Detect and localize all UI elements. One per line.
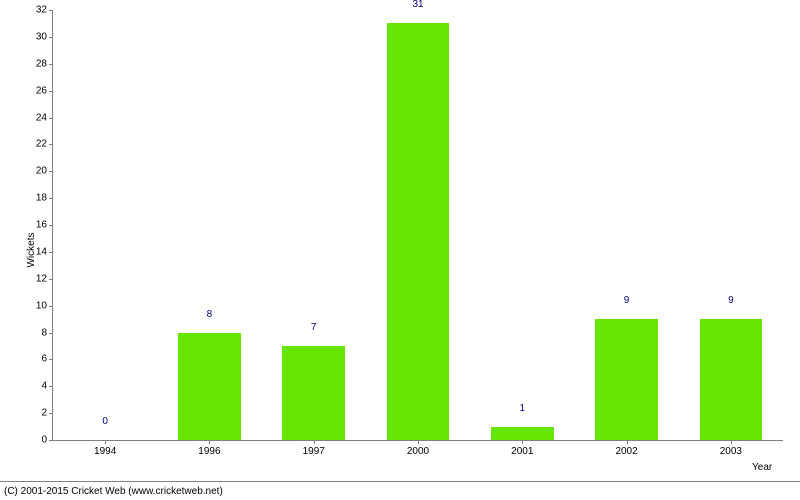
y-axis-title: Wickets <box>26 233 37 268</box>
plot-area: 0246810121416182022242628303219940199681… <box>52 10 783 441</box>
y-tick-label: 6 <box>41 354 53 365</box>
y-tick-label: 4 <box>41 381 53 392</box>
copyright-divider <box>0 481 800 482</box>
x-tick-label: 1994 <box>94 440 116 457</box>
bar-value-label: 8 <box>207 309 213 320</box>
y-tick-label: 22 <box>36 139 53 150</box>
y-tick-label: 20 <box>36 166 53 177</box>
y-tick-label: 2 <box>41 408 53 419</box>
x-tick-label: 2002 <box>615 440 637 457</box>
y-tick-label: 16 <box>36 220 53 231</box>
x-tick-label: 2001 <box>511 440 533 457</box>
bar <box>387 23 450 440</box>
y-tick-label: 8 <box>41 327 53 338</box>
bar-value-label: 9 <box>624 295 630 306</box>
x-tick-label: 2003 <box>720 440 742 457</box>
y-tick-label: 28 <box>36 58 53 69</box>
y-tick-label: 12 <box>36 273 53 284</box>
y-tick-label: 30 <box>36 31 53 42</box>
bar <box>491 427 554 440</box>
x-axis-title: Year <box>752 462 772 473</box>
bar-value-label: 0 <box>102 416 108 427</box>
y-tick-label: 18 <box>36 193 53 204</box>
bar <box>595 319 658 440</box>
y-tick-label: 0 <box>41 435 53 446</box>
bar-value-label: 1 <box>520 403 526 414</box>
y-tick-label: 26 <box>36 85 53 96</box>
chart-container: 0246810121416182022242628303219940199681… <box>0 0 800 500</box>
copyright-text: (C) 2001-2015 Cricket Web (www.cricketwe… <box>4 486 223 497</box>
x-tick-label: 1997 <box>303 440 325 457</box>
bar-value-label: 9 <box>728 295 734 306</box>
y-tick-label: 10 <box>36 300 53 311</box>
y-tick-label: 24 <box>36 112 53 123</box>
y-tick-label: 32 <box>36 5 53 16</box>
bar-value-label: 31 <box>412 0 423 10</box>
y-tick-label: 14 <box>36 246 53 257</box>
bar <box>178 333 241 441</box>
x-tick-label: 1996 <box>198 440 220 457</box>
bar <box>700 319 763 440</box>
x-tick-label: 2000 <box>407 440 429 457</box>
bar-value-label: 7 <box>311 322 317 333</box>
bar <box>282 346 345 440</box>
